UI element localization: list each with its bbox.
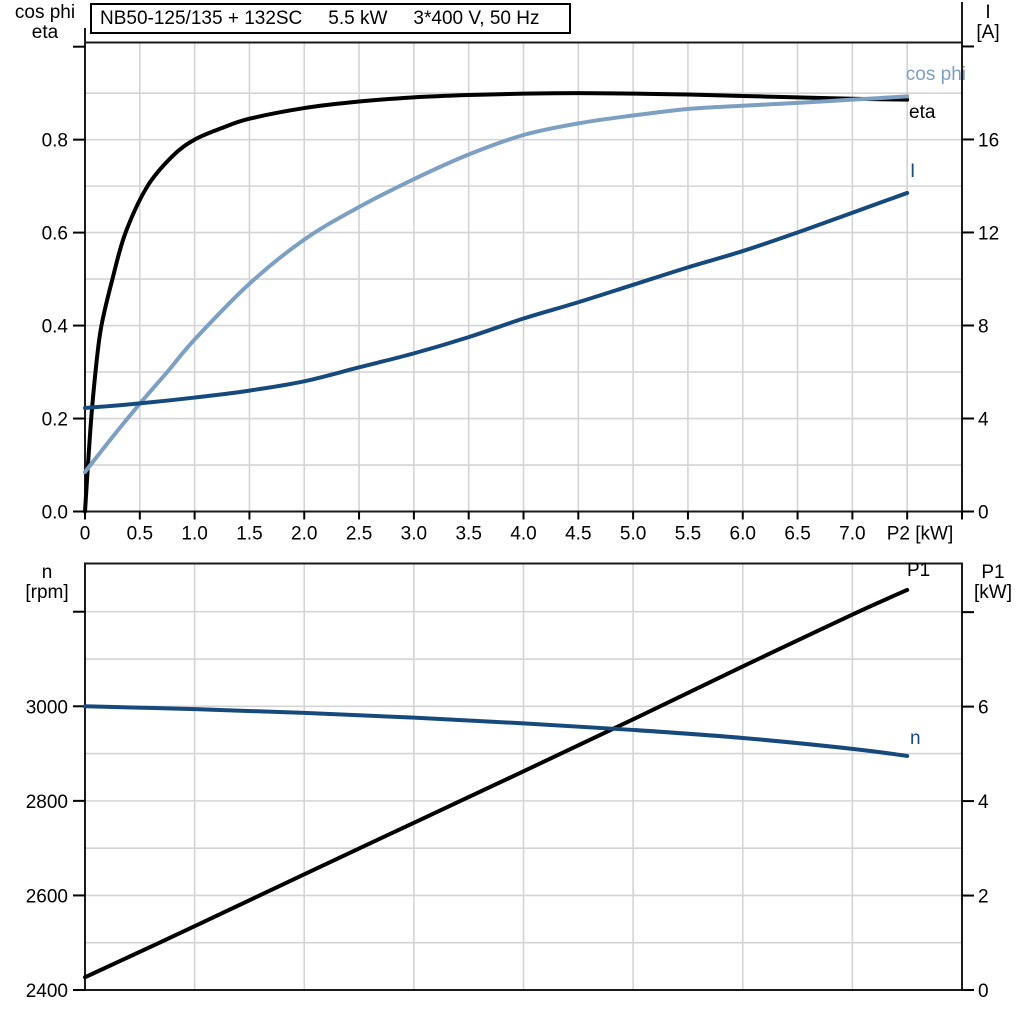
right-tick-label: 2 (978, 887, 989, 908)
x-tick-label: 1.0 (181, 524, 207, 545)
left-tick-label: 0.6 (42, 224, 68, 245)
x-tick-label: 6.5 (784, 524, 810, 545)
curve-label-current: I (910, 161, 916, 182)
series-n (83, 704, 910, 758)
axis-title-current: I (985, 2, 991, 23)
title-model: NB50-125/135 + 132SC (100, 7, 303, 29)
left-tick-label: 0.0 (42, 503, 68, 524)
bottom-right-axis-title: P1 [kW] (964, 563, 1022, 603)
right-tick-label: 4 (978, 409, 989, 430)
x-tick-label: 4.5 (565, 524, 591, 545)
x-tick-label: 6.0 (730, 524, 756, 545)
top-right-axis-title: I [A] (960, 3, 1016, 43)
x-tick-label: 1.5 (236, 524, 262, 545)
left-tick-label: 3000 (26, 697, 68, 718)
curve-label-cos-phi: cos phi (905, 64, 966, 85)
x-tick-label: 5.5 (675, 524, 701, 545)
plot-frame (84, 562, 963, 991)
series-I (83, 190, 910, 411)
title-power: 5.5 kW (328, 7, 388, 29)
left-tick-label: 0.4 (42, 317, 69, 338)
right-tick-label: 0 (978, 503, 989, 524)
x-tick-label: 5.0 (620, 524, 646, 545)
curve-label-p1: P1 (907, 560, 931, 581)
series-P1 (83, 587, 910, 980)
axis-title-cos-phi: cos phi (14, 2, 76, 23)
curve-label-eta: eta (909, 102, 936, 123)
x-tick-label: 7.0 (839, 524, 865, 545)
x-axis-label: P2 [kW] (887, 524, 954, 545)
series-cos-phi (83, 94, 910, 474)
axis-title-speed-unit: [rpm] (25, 582, 69, 603)
chart-title-box: NB50-125/135 + 132SC 5.5 kW 3*400 V, 50 … (90, 3, 571, 34)
x-tick-label: 4.0 (510, 524, 536, 545)
x-tick-label: 0.5 (127, 524, 153, 545)
x-tick-label: 2.0 (291, 524, 317, 545)
right-tick-label: 8 (978, 316, 989, 337)
axis-title-p1: P1 (981, 562, 1005, 583)
top-left-axis-title: cos phi eta (6, 3, 84, 43)
title-supply: 3*400 V, 50 Hz (413, 7, 540, 29)
right-tick-label: 4 (978, 792, 989, 813)
left-tick-label: 0.8 (42, 131, 68, 152)
x-tick-label: 2.5 (346, 524, 372, 545)
axis-title-eta: eta (31, 22, 59, 43)
series-eta (83, 91, 910, 514)
curve-label-n: n (910, 728, 921, 749)
left-tick-label: 2600 (26, 886, 68, 907)
right-tick-label: 16 (978, 130, 999, 151)
axis-title-speed: n (41, 562, 53, 583)
right-tick-label: 12 (978, 223, 999, 244)
x-tick-label: 3.0 (401, 524, 427, 545)
x-tick-label: 0 (80, 524, 91, 545)
right-tick-label: 0 (978, 981, 989, 1002)
x-tick-label: 3.5 (455, 524, 481, 545)
left-tick-label: 0.2 (42, 410, 68, 431)
axis-title-p1-unit: [kW] (974, 582, 1012, 603)
right-tick-label: 6 (978, 698, 989, 719)
axis-title-current-unit: [A] (976, 22, 1000, 43)
left-tick-label: 2800 (26, 792, 68, 813)
left-tick-label: 2400 (26, 981, 68, 1002)
bottom-left-axis-title: n [rpm] (8, 563, 86, 603)
